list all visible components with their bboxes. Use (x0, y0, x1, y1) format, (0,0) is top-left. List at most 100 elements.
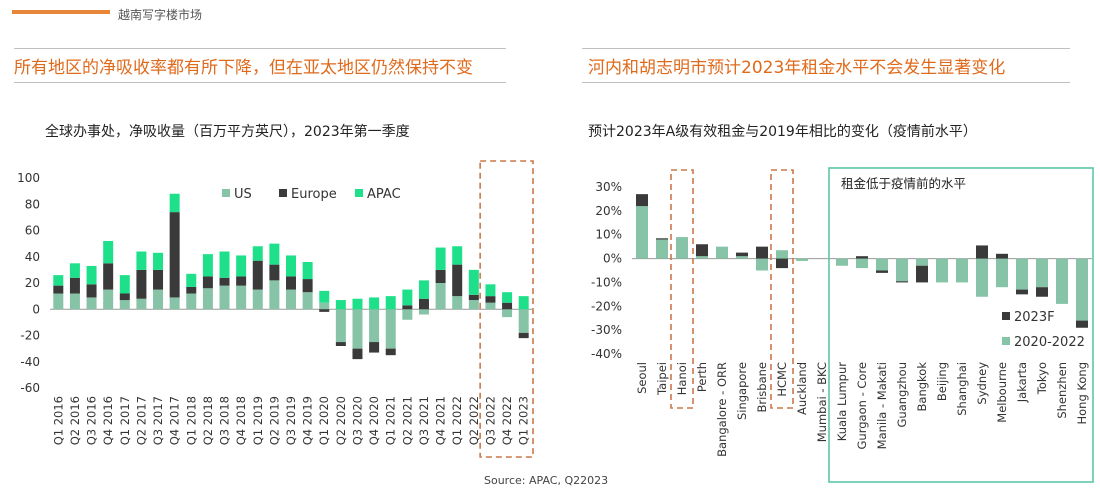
bar-us (302, 292, 313, 310)
y-tick-label: -60 (20, 381, 40, 395)
bar-us (335, 309, 346, 343)
x-tick-label: Q2 2016 (68, 396, 82, 445)
bar-apac (153, 252, 164, 270)
bar-apac (219, 251, 230, 278)
y-tick-label: 0 (32, 302, 40, 316)
bar-2023f (856, 256, 868, 259)
x-tick-label: Perth (695, 362, 709, 392)
bar-2020-2022 (996, 258, 1008, 288)
x-tick-label: Q3 2020 (350, 396, 364, 445)
x-tick-label: Q3 2022 (483, 396, 497, 445)
bar-europe (136, 269, 147, 299)
bar-2020-2022 (916, 258, 928, 266)
bar-europe (269, 264, 280, 281)
left-title-rule-top (14, 48, 506, 49)
bar-us (236, 285, 247, 310)
bar-europe (369, 342, 380, 353)
y-tick-label: -20 (20, 329, 40, 343)
bar-2020-2022 (956, 258, 968, 283)
bar-us (252, 289, 263, 310)
y-tick-label: 10% (595, 228, 622, 242)
bar-europe (169, 212, 180, 298)
x-tick-label: Shanghai (955, 362, 969, 416)
bar-2020-2022 (836, 258, 848, 266)
x-tick-label: Q4 2021 (434, 396, 448, 445)
x-tick-label: Q4 2016 (101, 396, 115, 445)
legend-swatch-2023F (1002, 312, 1010, 320)
y-tick-label: 0% (603, 252, 622, 266)
y-tick-label: -20% (591, 299, 622, 313)
bar-apac (452, 246, 463, 265)
bar-us (369, 309, 380, 343)
x-tick-label: Q4 2017 (168, 396, 182, 445)
bar-europe (302, 279, 313, 293)
x-tick-label: Q4 2020 (367, 396, 381, 445)
bar-us (402, 309, 413, 320)
bar-2023f (996, 253, 1008, 259)
legend-label-us: US (234, 187, 252, 202)
bar-apac (252, 246, 263, 261)
x-tick-label: Q1 2021 (384, 396, 398, 445)
legend-swatch-us (222, 189, 230, 197)
bar-apac (269, 243, 280, 265)
below-precovid-box (828, 167, 1094, 483)
bar-europe (385, 348, 396, 356)
x-tick-label: Q2 2020 (334, 396, 348, 445)
x-tick-label: Q4 2022 (500, 396, 514, 445)
y-tick-label: 40 (25, 250, 40, 264)
bar-us (153, 289, 164, 310)
bar-europe (252, 260, 263, 290)
header-accent-bar (12, 10, 110, 14)
highlight-box-hanoi (670, 169, 694, 409)
x-tick-label: Q1 2016 (51, 396, 65, 445)
bar-apac (69, 263, 80, 278)
bar-us (385, 309, 396, 349)
x-tick-label: Bangalore - ORR (715, 362, 729, 457)
x-tick-label: Guangzhou (895, 362, 909, 428)
bar-apac (418, 280, 429, 299)
legend-swatch-europe (279, 189, 287, 197)
right-panel-title: 河内和胡志明市预计2023年租金水平不会发生显著变化 (588, 58, 1006, 78)
x-tick-label: Q3 2021 (417, 396, 431, 445)
bar-2020-2022 (716, 246, 728, 259)
bar-us (119, 300, 130, 310)
bar-us (286, 289, 296, 310)
bar-apac (236, 255, 247, 277)
bar-europe (352, 348, 363, 360)
bar-europe (452, 264, 463, 297)
bar-2020-2022 (796, 258, 808, 261)
bar-2023f (656, 238, 668, 240)
bar-europe (119, 293, 130, 301)
bar-2020-2022 (936, 258, 948, 283)
bar-us (86, 297, 97, 310)
below-precovid-label: 租金低于疫情前的水平 (841, 176, 966, 191)
x-tick-label: Melbourne (995, 362, 1009, 423)
right-chart-subtitle: 预计2023年A级有效租金与2019年相比的变化（疫情前水平） (588, 124, 977, 140)
x-tick-label: Mumbai - BKC (815, 362, 829, 442)
x-tick-label: Q1 2017 (118, 396, 132, 445)
bar-us (69, 293, 80, 310)
bar-2020-2022 (1076, 258, 1088, 321)
bar-2020-2022 (856, 258, 868, 269)
x-tick-label: Q1 2019 (251, 396, 265, 445)
bar-apac (435, 247, 446, 270)
x-tick-label: Q4 2018 (234, 396, 248, 445)
bar-europe (518, 332, 529, 339)
bar-apac (186, 273, 197, 287)
bar-europe (69, 277, 80, 294)
bar-2020-2022 (1016, 258, 1028, 290)
x-tick-label: Q3 2017 (151, 396, 165, 445)
bar-apac (335, 300, 346, 310)
bar-europe (468, 294, 479, 301)
bar-europe (53, 285, 64, 294)
bar-europe (319, 309, 330, 312)
bar-2020-2022 (736, 256, 748, 259)
x-tick-label: Beijing (935, 362, 949, 401)
x-tick-label: Taipei (655, 362, 669, 396)
left-title-rule-bottom (14, 82, 506, 83)
bar-us (53, 293, 64, 310)
x-tick-label: Tokyo (1035, 362, 1049, 395)
bar-2023f (976, 245, 988, 259)
bar-2020-2022 (876, 258, 888, 271)
